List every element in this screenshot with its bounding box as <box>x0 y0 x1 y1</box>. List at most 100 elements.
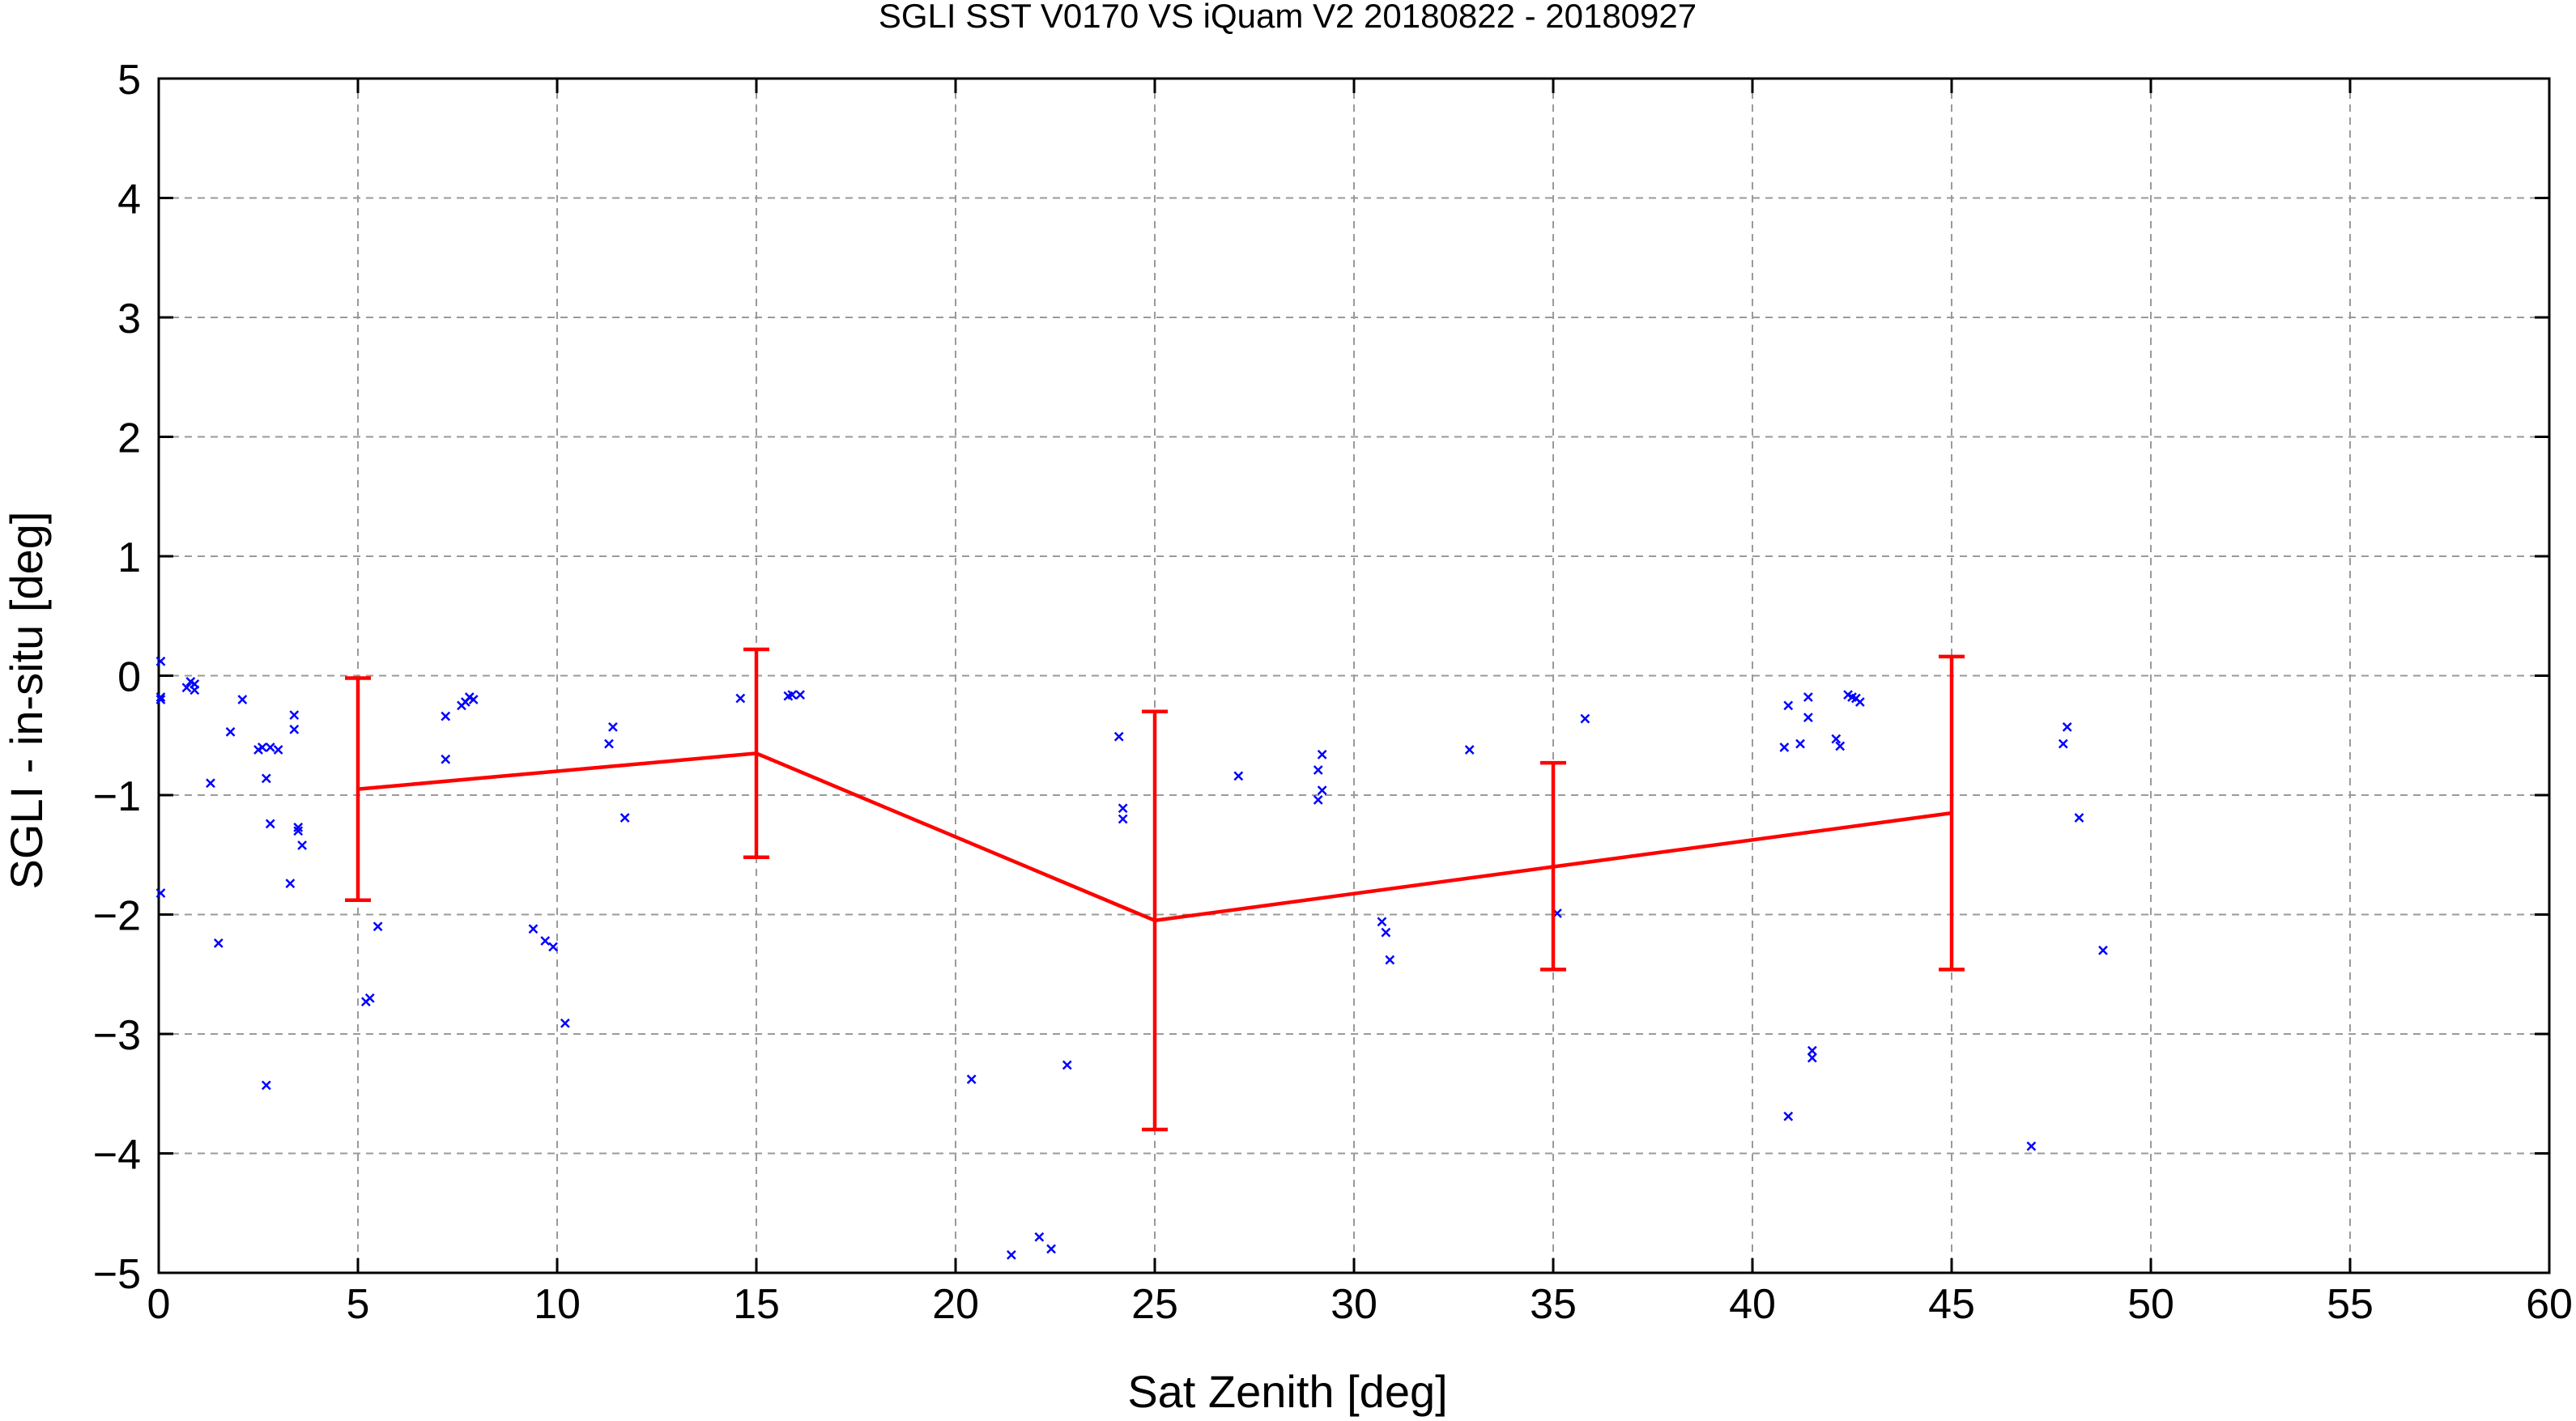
data-point <box>795 690 806 700</box>
x-tick-label: 10 <box>534 1281 581 1328</box>
x-tick-labels: 0 5 10 15 20 25 30 35 40 45 50 55 60 <box>147 1281 2573 1328</box>
data-point <box>1317 749 1327 759</box>
data-point <box>620 813 630 823</box>
data-point <box>1118 814 1128 824</box>
data-point <box>1464 745 1475 755</box>
data-point <box>155 695 166 704</box>
x-axis-title: Sat Zenith [deg] <box>1127 1366 1447 1417</box>
data-point <box>206 778 215 789</box>
data-point <box>1779 742 1790 752</box>
y-tick-label: −3 <box>93 1012 141 1059</box>
data-point <box>1385 955 1395 965</box>
data-point <box>735 693 746 704</box>
x-tick-label: 25 <box>1131 1281 1178 1328</box>
data-point <box>364 993 375 1003</box>
y-tick-label: −4 <box>93 1132 141 1179</box>
y-tick-label: 5 <box>117 57 141 104</box>
data-point <box>155 888 166 898</box>
data-point <box>1807 1045 1817 1056</box>
y-tick-label: −1 <box>93 773 141 820</box>
data-point <box>2026 1141 2037 1151</box>
x-tick-label: 5 <box>347 1281 370 1328</box>
data-point <box>2098 945 2108 955</box>
data-point <box>1046 1244 1056 1254</box>
data-point <box>265 742 275 752</box>
data-point <box>1807 1053 1817 1063</box>
data-point <box>1118 803 1128 814</box>
scatter-points <box>155 656 2108 1260</box>
y-axis-title: SGLI - in-situ [deg] <box>1 512 52 890</box>
data-point <box>1381 927 1391 938</box>
error-bar <box>1142 709 1168 1132</box>
data-point <box>297 840 308 850</box>
x-tick-label: 60 <box>2526 1281 2573 1328</box>
y-tick-label: 2 <box>117 415 141 462</box>
data-point <box>155 692 166 702</box>
data-point <box>1062 1060 1072 1070</box>
data-point <box>285 879 296 889</box>
y-tick-label: −5 <box>93 1251 141 1298</box>
data-point <box>787 690 798 700</box>
mean-errorbar-series <box>345 647 1965 1132</box>
x-tick-label: 0 <box>147 1281 171 1328</box>
x-tick-label: 50 <box>2127 1281 2174 1328</box>
y-tick-label: −2 <box>93 893 141 940</box>
data-point <box>155 656 166 666</box>
data-point <box>181 683 192 693</box>
data-point <box>189 679 200 689</box>
x-tick-label: 15 <box>733 1281 780 1328</box>
data-point <box>1783 700 1794 711</box>
data-point <box>2058 738 2068 749</box>
x-tick-label: 45 <box>1928 1281 1975 1328</box>
data-point <box>373 921 383 932</box>
data-point <box>1317 785 1327 795</box>
data-point <box>289 724 300 734</box>
data-point <box>273 745 283 755</box>
data-point <box>540 936 551 946</box>
data-point <box>1795 738 1805 749</box>
data-point <box>441 754 451 764</box>
x-tick-label: 20 <box>932 1281 979 1328</box>
data-point <box>225 726 236 737</box>
data-point <box>1854 697 1865 707</box>
data-point <box>1803 713 1813 723</box>
data-point <box>1835 741 1846 751</box>
data-point <box>548 942 558 952</box>
data-point <box>293 826 304 836</box>
y-tick-label: 3 <box>117 296 141 342</box>
data-point <box>2062 722 2072 732</box>
error-bar <box>345 676 371 903</box>
data-point <box>1377 917 1387 927</box>
data-point <box>289 710 300 721</box>
y-tick-label: 4 <box>117 177 141 223</box>
chart-title: SGLI SST V0170 VS iQuam V2 20180822 - 20… <box>879 0 1697 35</box>
y-tick-labels: −5 −4 −3 −2 −1 0 1 2 3 4 5 <box>93 57 141 1298</box>
data-point <box>293 822 304 832</box>
x-tick-label: 55 <box>2327 1281 2374 1328</box>
data-point <box>213 938 224 948</box>
x-tick-label: 40 <box>1729 1281 1776 1328</box>
data-point <box>1580 713 1590 724</box>
data-point <box>604 738 614 749</box>
error-bar <box>1540 760 1566 972</box>
data-point <box>1831 734 1842 744</box>
x-tick-label: 30 <box>1331 1281 1377 1328</box>
x-tick-label: 35 <box>1530 1281 1577 1328</box>
data-point <box>265 819 275 829</box>
data-point <box>607 722 618 732</box>
data-point <box>441 711 451 721</box>
data-point <box>1006 1249 1016 1260</box>
data-point <box>1233 771 1244 781</box>
data-point <box>1034 1232 1045 1242</box>
data-point <box>237 695 248 704</box>
data-point <box>1783 1111 1794 1121</box>
data-point <box>966 1074 977 1084</box>
axis-ticks <box>157 77 2551 1274</box>
data-point <box>261 1080 271 1091</box>
y-tick-label: 0 <box>117 654 141 701</box>
data-point <box>258 742 267 752</box>
data-point <box>2074 813 2084 823</box>
data-point <box>560 1018 570 1028</box>
error-bar <box>743 647 769 859</box>
